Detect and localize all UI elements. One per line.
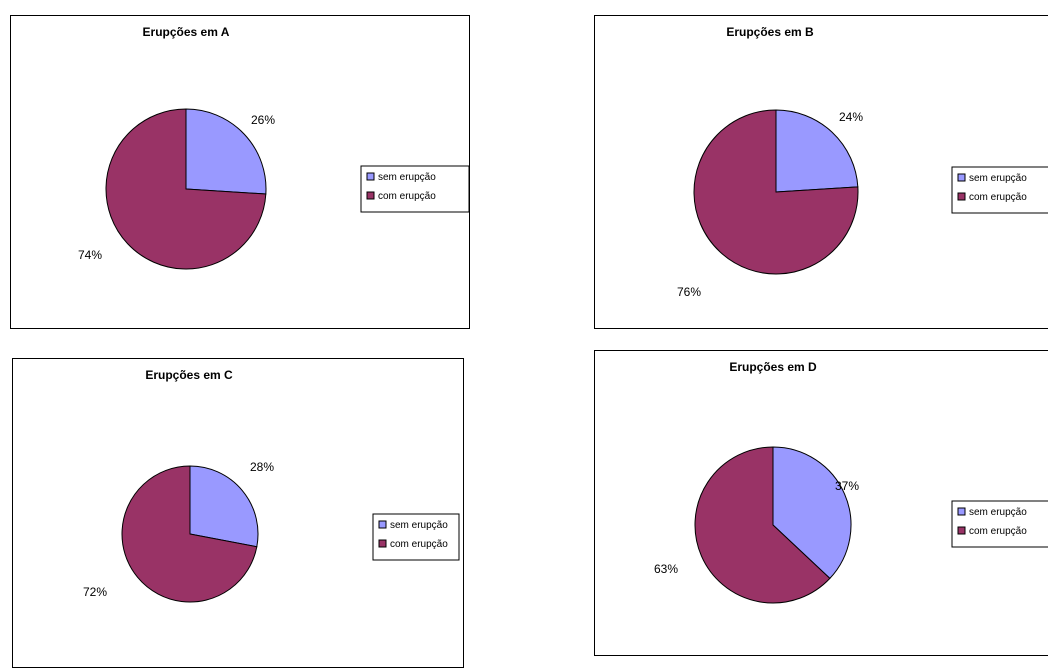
legend-box bbox=[372, 513, 460, 561]
legend-swatch-sem-erupcao bbox=[957, 507, 966, 516]
data-label: 72% bbox=[83, 585, 107, 599]
legend-label: sem erupção bbox=[378, 172, 436, 183]
chart-title: Erupções em A bbox=[143, 25, 230, 39]
pie-chart-a: Erupções em A 26% 74% sem erupção com erupçã… bbox=[78, 25, 470, 270]
pie-slice-sem-erupcao bbox=[185, 108, 267, 195]
legend-box bbox=[360, 165, 470, 213]
legend-label: com erupção bbox=[969, 526, 1027, 537]
legend-swatch-com-erupcao bbox=[957, 526, 966, 535]
data-label: 76% bbox=[677, 285, 701, 299]
chart-panel-a: Erupções em A 26% 74% sem erupção com erupçã… bbox=[10, 15, 470, 329]
data-label: 26% bbox=[251, 113, 275, 127]
chart-panel-c: Erupções em C 28% 72% sem erupção com erupçã… bbox=[12, 358, 464, 668]
data-label: 74% bbox=[78, 248, 102, 262]
chart-panel-b: Erupções em B 24% 76% sem erupção com erupçã… bbox=[594, 15, 1048, 329]
chart-title: Erupções em C bbox=[145, 368, 233, 382]
pie-slice-com-erupcao bbox=[693, 109, 859, 275]
pie-slice-sem-erupcao bbox=[189, 465, 259, 548]
legend-label: com erupção bbox=[378, 191, 436, 202]
legend-label: sem erupção bbox=[969, 507, 1027, 518]
legend-swatch-sem-erupcao bbox=[957, 173, 966, 182]
chart-title: Erupções em B bbox=[726, 25, 814, 39]
legend-swatch-com-erupcao bbox=[378, 539, 387, 548]
data-label: 24% bbox=[839, 110, 863, 124]
legend-label: com erupção bbox=[969, 192, 1027, 203]
legend-swatch-com-erupcao bbox=[366, 191, 375, 200]
chart-panel-d: Erupções em D 37% 63% sem erupção com erupçã… bbox=[594, 350, 1048, 656]
pie-chart-d: Erupções em D 37% 63% sem erupção com erupçã… bbox=[654, 360, 1048, 604]
legend-label: sem erupção bbox=[390, 520, 448, 531]
pie-chart-b: Erupções em B 24% 76% sem erupção com erupçã… bbox=[677, 25, 1048, 299]
chart-title: Erupções em D bbox=[729, 360, 817, 374]
legend-box bbox=[951, 166, 1048, 214]
pie-slice-com-erupcao bbox=[694, 446, 831, 604]
pie-slice-com-erupcao bbox=[121, 465, 258, 603]
pie-slice-sem-erupcao bbox=[775, 109, 859, 193]
data-label: 37% bbox=[835, 479, 859, 493]
pie-slice-sem-erupcao bbox=[772, 446, 852, 580]
data-label: 63% bbox=[654, 562, 678, 576]
legend-label: sem erupção bbox=[969, 173, 1027, 184]
legend-swatch-sem-erupcao bbox=[378, 520, 387, 529]
legend-box bbox=[951, 500, 1048, 548]
legend-swatch-com-erupcao bbox=[957, 192, 966, 201]
pie-slice-com-erupcao bbox=[105, 108, 267, 270]
legend-label: com erupção bbox=[390, 539, 448, 550]
legend-swatch-sem-erupcao bbox=[366, 172, 375, 181]
pie-chart-c: Erupções em C 28% 72% sem erupção com erupçã… bbox=[83, 368, 460, 603]
data-label: 28% bbox=[250, 460, 274, 474]
